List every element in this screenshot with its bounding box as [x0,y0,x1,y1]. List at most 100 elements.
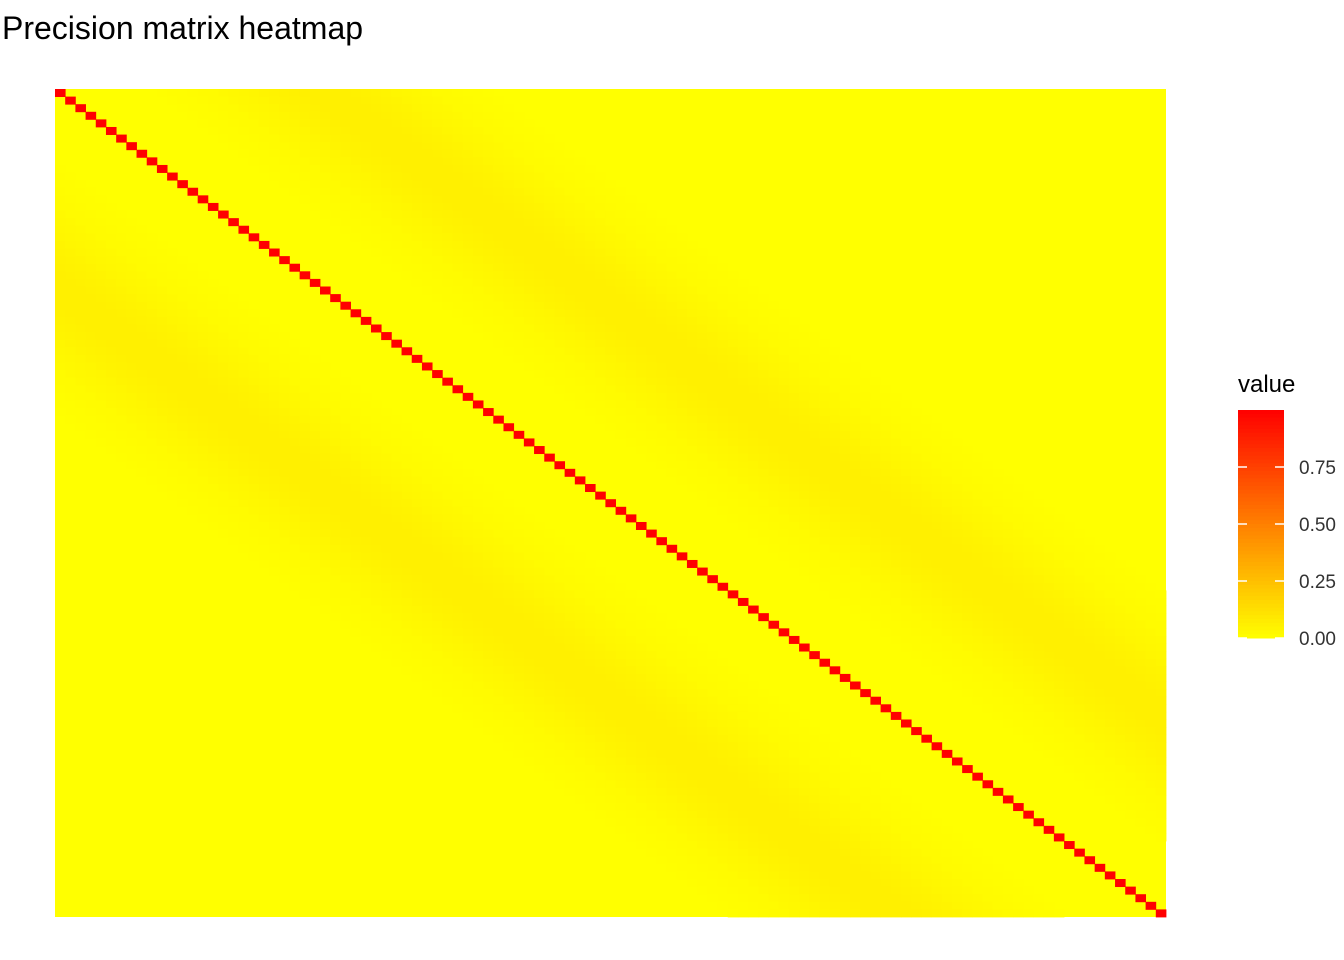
heatmap-cell [105,286,117,295]
heatmap-cell [483,552,494,561]
heatmap-cell [900,635,912,644]
heatmap-cell [320,172,331,181]
heatmap-cell [982,506,994,515]
heatmap-cell [442,256,453,265]
heatmap-cell [911,521,922,530]
heatmap-cell [411,559,423,568]
heatmap-cell [462,681,474,690]
heatmap-cell [931,643,943,652]
heatmap-cell [727,324,739,333]
heatmap-cell [1084,658,1096,667]
heatmap-cell [554,316,566,325]
heatmap-cell [1053,605,1065,614]
heatmap-cell [1033,552,1045,561]
heatmap-cell [748,438,759,447]
heatmap-cell [656,316,667,325]
heatmap-cell [1033,681,1045,690]
heatmap-cell [829,742,841,751]
heatmap-cell [289,89,301,97]
heatmap-cell [105,423,117,432]
heatmap-cell [218,491,229,500]
heatmap-cell [309,461,321,470]
heatmap-cell [819,559,831,568]
heatmap-cell [656,734,667,743]
heatmap-cell [666,681,678,690]
heatmap-cell [258,552,270,561]
heatmap-cell [574,240,586,249]
heatmap-cell [646,673,657,682]
heatmap-cell [279,453,290,462]
heatmap-cell [309,126,321,135]
heatmap-cell [340,537,351,546]
heatmap-cell [228,354,239,363]
heatmap-cell [432,635,443,644]
heatmap-cell [381,514,392,523]
heatmap-cell [65,256,76,265]
heatmap-cell [778,484,790,493]
heatmap-cell [503,727,515,736]
heatmap-cell [411,149,423,158]
heatmap-cell [850,476,861,485]
heatmap-cell [1115,772,1126,781]
heatmap-cell [727,742,739,751]
heatmap-cell [370,202,382,211]
heatmap-cell [574,187,586,196]
heatmap-cell [391,134,402,143]
heatmap-cell [717,719,729,728]
heatmap-cell [65,210,76,219]
heatmap-cell [279,559,290,568]
heatmap-cell [615,278,627,287]
heatmap-cell [197,385,209,394]
heatmap-cell [931,666,943,675]
heatmap-cell [238,142,250,151]
heatmap-cell [523,719,535,728]
heatmap-cell [228,438,239,447]
heatmap-cell [605,620,616,629]
heatmap-cell [697,423,708,432]
heatmap-cell [758,795,769,804]
heatmap-cell [493,628,504,637]
heatmap-cell [299,468,311,477]
heatmap-cell [309,430,321,439]
heatmap-cell [299,559,311,568]
heatmap-cell [819,506,831,515]
heatmap-cell [238,446,250,455]
heatmap-cell [483,590,494,599]
heatmap-cell [1074,537,1085,546]
heatmap-cell [523,294,535,303]
heatmap-cell [615,749,627,758]
heatmap-cell [686,415,698,424]
heatmap-cell [269,491,280,500]
heatmap-cell [146,286,158,295]
heatmap-cell [309,575,321,584]
heatmap-cell [1094,689,1106,698]
heatmap-cell [595,218,606,227]
heatmap-cell [503,590,515,599]
heatmap-cell [585,734,596,743]
heatmap-cell [1053,727,1065,736]
heatmap-cell [360,126,372,135]
heatmap-cell [432,689,443,698]
heatmap-cell [197,339,209,348]
heatmap-cell [646,689,657,698]
heatmap-cell [982,521,994,530]
heatmap-cell [381,597,392,606]
heatmap-cell [615,780,627,789]
heatmap-cell [686,468,698,477]
heatmap-cell [85,278,97,287]
heatmap-cell [635,689,647,698]
heatmap-cell [472,590,484,599]
heatmap-cell [269,506,280,515]
heatmap-cell [65,324,76,333]
heatmap-cell [829,484,841,493]
heatmap-cell [534,696,545,705]
heatmap-cell [75,180,86,189]
heatmap-cell [635,316,647,325]
heatmap-cell [686,666,698,675]
heatmap-cell [585,339,596,348]
heatmap-cell [1084,742,1096,751]
heatmap-cell [493,301,504,310]
heatmap-cell [330,446,341,455]
heatmap-cell [391,187,402,196]
heatmap-cell [483,324,494,333]
